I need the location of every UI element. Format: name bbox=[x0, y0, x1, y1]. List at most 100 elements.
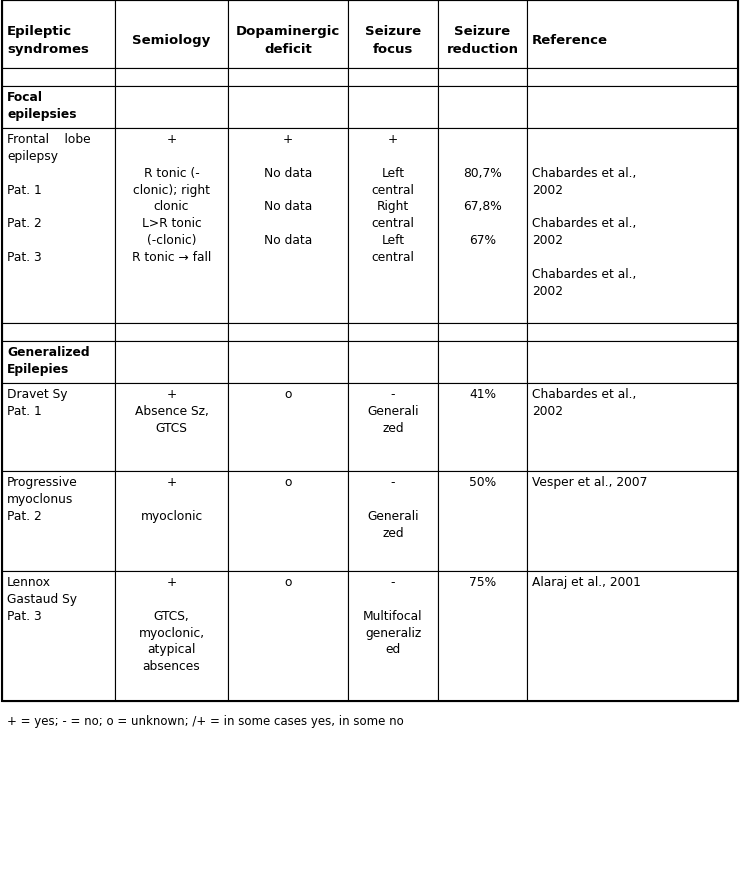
Text: Generali: Generali bbox=[367, 510, 419, 522]
Text: Pat. 1: Pat. 1 bbox=[7, 183, 41, 197]
Text: 2002: 2002 bbox=[532, 234, 563, 247]
Text: Dopaminergic: Dopaminergic bbox=[236, 25, 340, 38]
Bar bbox=[438, 571, 527, 701]
Text: zed: zed bbox=[382, 527, 404, 539]
Text: Lennox: Lennox bbox=[7, 576, 51, 589]
Text: 80,7%: 80,7% bbox=[463, 166, 502, 180]
Text: 2002: 2002 bbox=[532, 183, 563, 197]
Text: R tonic (-: R tonic (- bbox=[144, 166, 199, 180]
Text: +: + bbox=[388, 133, 398, 146]
Text: Chabardes et al.,: Chabardes et al., bbox=[532, 268, 636, 281]
Bar bbox=[438, 68, 527, 86]
Bar bbox=[115, 86, 228, 128]
Bar bbox=[228, 128, 348, 323]
Text: epilepsies: epilepsies bbox=[7, 108, 76, 121]
Text: myoclonic: myoclonic bbox=[141, 510, 203, 522]
Text: -: - bbox=[391, 476, 395, 489]
Text: reduction: reduction bbox=[446, 43, 519, 56]
Text: Pat. 2: Pat. 2 bbox=[7, 217, 41, 231]
Bar bbox=[2, 86, 115, 128]
Bar bbox=[438, 341, 527, 383]
Text: central: central bbox=[371, 217, 414, 231]
Text: 2002: 2002 bbox=[532, 405, 563, 418]
Text: (-clonic): (-clonic) bbox=[147, 234, 196, 247]
Text: R tonic → fall: R tonic → fall bbox=[132, 251, 211, 264]
Text: + = yes; - = no; o = unknown; /+ = in some cases yes, in some no: + = yes; - = no; o = unknown; /+ = in so… bbox=[7, 715, 404, 728]
Text: 41%: 41% bbox=[469, 388, 496, 401]
Bar bbox=[527, 128, 738, 323]
Text: L>R tonic: L>R tonic bbox=[141, 217, 201, 231]
Text: Semiology: Semiology bbox=[132, 34, 211, 47]
Text: +: + bbox=[166, 388, 177, 401]
Bar bbox=[115, 68, 228, 86]
Bar bbox=[115, 0, 228, 68]
Bar bbox=[438, 86, 527, 128]
Text: o: o bbox=[284, 476, 292, 489]
Text: Left: Left bbox=[381, 234, 405, 247]
Text: Frontal    lobe: Frontal lobe bbox=[7, 133, 90, 146]
Bar bbox=[527, 0, 738, 68]
Text: generaliz: generaliz bbox=[365, 627, 421, 640]
Text: Reference: Reference bbox=[532, 34, 608, 47]
Bar bbox=[438, 128, 527, 323]
Text: Pat. 2: Pat. 2 bbox=[7, 510, 41, 522]
Text: Right: Right bbox=[377, 200, 409, 214]
Bar bbox=[348, 471, 438, 571]
Text: Seizure: Seizure bbox=[365, 25, 421, 38]
Text: Chabardes et al.,: Chabardes et al., bbox=[532, 217, 636, 231]
Text: Epilepies: Epilepies bbox=[7, 363, 70, 376]
Text: GTCS,: GTCS, bbox=[154, 610, 189, 623]
Bar bbox=[348, 323, 438, 341]
Bar bbox=[527, 68, 738, 86]
Bar bbox=[438, 471, 527, 571]
Text: Pat. 3: Pat. 3 bbox=[7, 610, 41, 623]
Text: syndromes: syndromes bbox=[7, 43, 89, 56]
Text: 67%: 67% bbox=[469, 234, 496, 247]
Text: Multifocal: Multifocal bbox=[363, 610, 423, 623]
Text: Pat. 3: Pat. 3 bbox=[7, 251, 41, 264]
Text: 75%: 75% bbox=[469, 576, 496, 589]
Bar bbox=[348, 86, 438, 128]
Text: Gastaud Sy: Gastaud Sy bbox=[7, 593, 77, 606]
Bar bbox=[2, 128, 115, 323]
Text: myoclonic,: myoclonic, bbox=[138, 627, 204, 640]
Bar bbox=[348, 68, 438, 86]
Text: central: central bbox=[371, 251, 414, 264]
Text: -: - bbox=[391, 576, 395, 589]
Text: absences: absences bbox=[143, 660, 201, 674]
Bar bbox=[228, 471, 348, 571]
Bar bbox=[115, 383, 228, 471]
Text: Pat. 1: Pat. 1 bbox=[7, 405, 41, 418]
Bar bbox=[115, 471, 228, 571]
Text: Progressive: Progressive bbox=[7, 476, 78, 489]
Bar bbox=[115, 341, 228, 383]
Text: Absence Sz,: Absence Sz, bbox=[135, 405, 209, 418]
Text: epilepsy: epilepsy bbox=[7, 150, 58, 163]
Text: 50%: 50% bbox=[469, 476, 496, 489]
Bar bbox=[348, 128, 438, 323]
Text: Alaraj et al., 2001: Alaraj et al., 2001 bbox=[532, 576, 641, 589]
Text: Epileptic: Epileptic bbox=[7, 25, 72, 38]
Bar bbox=[228, 571, 348, 701]
Text: +: + bbox=[166, 476, 177, 489]
Bar bbox=[527, 86, 738, 128]
Bar bbox=[2, 341, 115, 383]
Text: Generali: Generali bbox=[367, 405, 419, 418]
Bar bbox=[438, 383, 527, 471]
Text: Chabardes et al.,: Chabardes et al., bbox=[532, 388, 636, 401]
Text: Left: Left bbox=[381, 166, 405, 180]
Text: +: + bbox=[166, 133, 177, 146]
Text: Vesper et al., 2007: Vesper et al., 2007 bbox=[532, 476, 648, 489]
Bar bbox=[2, 471, 115, 571]
Text: clonic); right: clonic); right bbox=[133, 183, 210, 197]
Bar bbox=[228, 323, 348, 341]
Text: o: o bbox=[284, 388, 292, 401]
Bar bbox=[348, 571, 438, 701]
Bar bbox=[527, 571, 738, 701]
Bar bbox=[438, 0, 527, 68]
Bar bbox=[228, 68, 348, 86]
Text: GTCS: GTCS bbox=[155, 422, 187, 434]
Bar bbox=[2, 0, 738, 701]
Text: 67,8%: 67,8% bbox=[463, 200, 502, 214]
Bar bbox=[527, 383, 738, 471]
